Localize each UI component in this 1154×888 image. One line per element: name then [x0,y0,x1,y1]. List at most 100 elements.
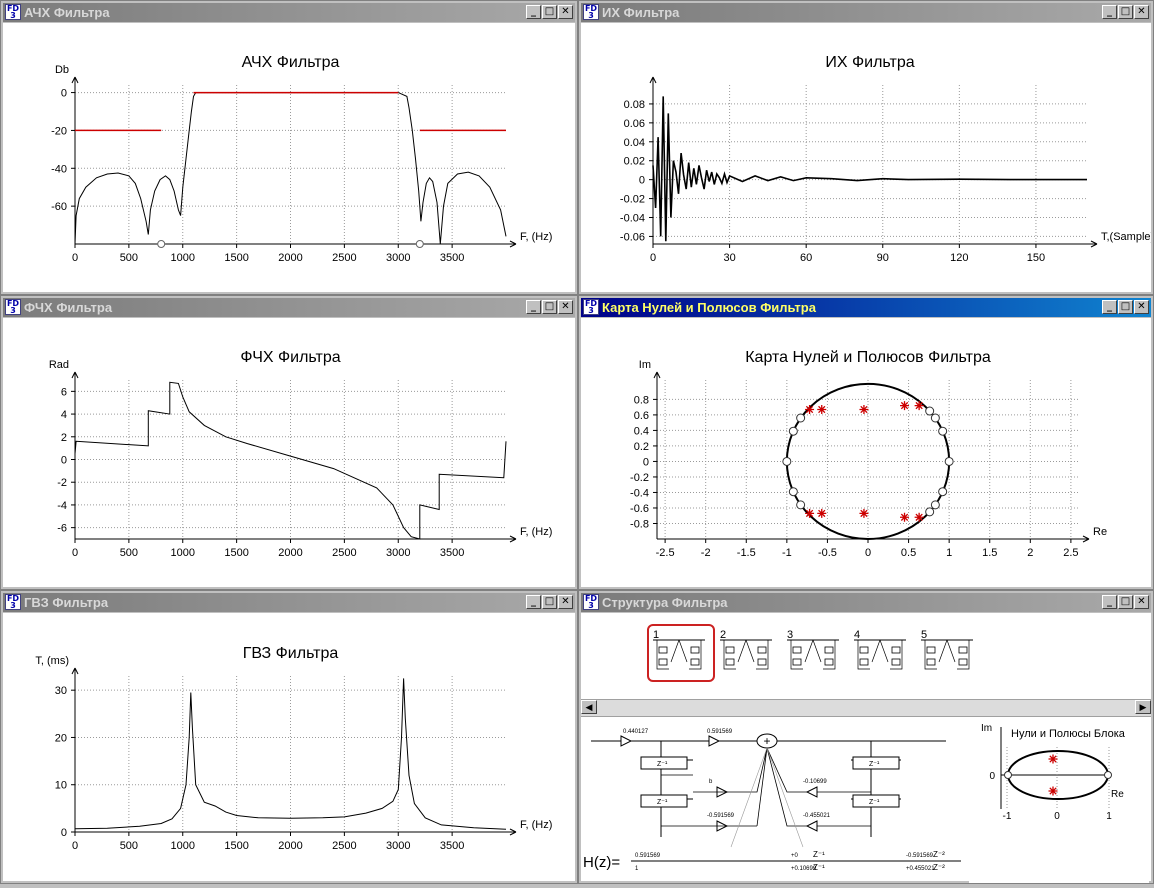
app-icon[interactable]: FD 3 [5,594,21,610]
close-icon[interactable]: ✕ [1134,595,1149,609]
x-tick-label: -2.5 [656,547,675,559]
minimize-icon[interactable]: _ [526,300,541,314]
x-tick-label: 3500 [440,252,464,264]
pole-marker [900,401,910,411]
block-detail: +0.440127 0.591569 Z⁻¹ Z⁻¹ b -0.591569 Z⁻¹ Z⁻¹ -… [581,717,1151,883]
band-edge-marker [415,240,424,248]
window-structure[interactable]: FD 3 Структура Фильтра _ □ ✕ 1 2 3 4 5 ◀ ▶ +0.4… [578,590,1154,884]
maximize-icon[interactable]: □ [1118,300,1133,314]
titlebar[interactable]: FD 3 Структура Фильтра _ □ ✕ [581,593,1151,612]
app-icon[interactable]: FD 3 [583,594,599,610]
close-icon[interactable]: ✕ [558,300,573,314]
zero-marker [930,500,940,510]
x-tick-label: 120 [950,252,968,264]
app-icon[interactable]: FD 3 [583,4,599,20]
pole-marker [817,404,827,414]
delay-label: Z⁻¹ [869,799,880,806]
x-axis-arrow [509,240,517,248]
y-tick-label: -0.8 [630,518,649,530]
x-tick-label: 1 [946,547,952,559]
gvz-chart: ГВЗ Фильтра 0 500 1000 1500 2000 2500 3000 3500 3… [35,645,552,852]
zero-marker [1004,771,1012,779]
titlebar[interactable]: FD 3 Карта Нулей и Полюсов Фильтра _ □ ✕ [581,298,1151,317]
delay-block [757,646,767,654]
window-gvz[interactable]: FD 3 ГВЗ Фильтра _ □ ✕ ГВЗ Фильтра 0 500 1000 1… [0,590,578,884]
horizontal-scrollbar[interactable]: ◀ ▶ [581,699,1151,717]
chart-area: ИХ Фильтра 0 30 60 90 120 150 0.08 0.06 0.04 0.02 0… [581,23,1154,292]
close-icon[interactable]: ✕ [558,595,573,609]
maximize-icon[interactable]: □ [1118,5,1133,19]
y-tick-label: 0.6 [634,410,649,422]
app-icon[interactable]: FD 3 [583,299,599,315]
titlebar[interactable]: FD 3 ГВЗ Фильтра _ □ ✕ [3,593,575,612]
x-axis-label: F, (Hz) [520,231,552,243]
x-tick-label: 0 [72,840,78,852]
titlebar[interactable]: FD 3 ИХ Фильтра _ □ ✕ [581,3,1151,22]
y-tick-label: 0.02 [624,156,645,168]
app-icon[interactable]: FD 3 [5,4,21,20]
y-tick-label: 6 [61,386,67,398]
pole-marker [1048,754,1058,764]
x-tick-label: 1000 [171,547,195,559]
block-number: 2 [720,629,726,641]
formula-coeff: -0.591569 [906,853,934,859]
minimize-icon[interactable]: _ [1102,5,1117,19]
window-fch[interactable]: FD 3 ФЧХ Фильтра _ □ ✕ ФЧХ Фильтра 0 500 1000 1… [0,295,578,590]
maximize-icon[interactable]: □ [542,5,557,19]
x-axis-arrow [509,535,517,543]
y-tick-label: -60 [51,201,67,213]
coeff-label: 0.591569 [707,729,733,735]
zero-marker [782,456,792,466]
minimize-icon[interactable]: _ [1102,595,1117,609]
window-ih[interactable]: FD 3 ИХ Фильтра _ □ ✕ ИХ Фильтра 0 30 60 90 120 1… [578,0,1154,295]
titlebar[interactable]: FD 3 АЧХ Фильтра _ □ ✕ [3,3,575,22]
window-zero-pole-map[interactable]: FD 3 Карта Нулей и Полюсов Фильтра _ □ ✕ Ка… [578,295,1154,590]
close-icon[interactable]: ✕ [1134,300,1149,314]
x-tick-label: 500 [120,252,138,264]
minimize-icon[interactable]: _ [526,5,541,19]
minimize-icon[interactable]: _ [526,595,541,609]
delay-label: Z⁻¹ [657,761,668,768]
maximize-icon[interactable]: □ [542,300,557,314]
y-tick-label: 0 [61,455,67,467]
window-ach[interactable]: FD 3 АЧХ Фильтра _ □ ✕ АЧХ Фильтра 0 500 1000 1… [0,0,578,295]
pole-marker [914,512,924,522]
pole-marker [914,401,924,411]
close-icon[interactable]: ✕ [558,5,573,19]
x-tick-label: 0 [72,547,78,559]
coeff-label: -0.10699 [803,779,827,785]
x-tick-label: 500 [120,840,138,852]
x-tick-label: 1500 [224,547,248,559]
y-tick-label: -20 [51,125,67,137]
app-icon[interactable]: FD 3 [5,299,21,315]
zero-marker [1104,771,1112,779]
coeff-label: 0.440127 [623,729,649,735]
scroll-left-icon[interactable]: ◀ [581,700,597,714]
titlebar[interactable]: FD 3 ФЧХ Фильтра _ □ ✕ [3,298,575,317]
chart-area: Карта Нулей и Полюсов Фильтра -2.5 -2 -1.5 -… [581,318,1151,587]
x-tick-label: 60 [800,252,812,264]
x-tick-label: 3500 [440,547,464,559]
x-tick-label: 3000 [386,252,410,264]
x-axis-arrow [509,828,517,836]
y-tick-label: 0.2 [634,441,649,453]
structure-client: 1 2 3 4 5 ◀ ▶ +0.440127 0.591569 Z⁻¹ Z⁻¹ b -0.591… [581,613,1151,883]
scroll-right-icon[interactable]: ▶ [1135,700,1151,714]
coeff-label: b [709,779,713,785]
formula-coeff: 1 [635,866,639,872]
signal-line [851,741,901,837]
x-tick-label: 2500 [332,547,356,559]
y-tick-label: 30 [55,685,67,697]
close-icon[interactable]: ✕ [1134,5,1149,19]
maximize-icon[interactable]: □ [542,595,557,609]
delay-block [926,646,936,654]
y-tick-label: 0 [61,88,67,100]
window-title: Структура Фильтра [602,595,728,610]
x-tick-label: 0 [1054,811,1060,822]
minimize-icon[interactable]: _ [1102,300,1117,314]
maximize-icon[interactable]: □ [1118,595,1133,609]
chart-area: ФЧХ Фильтра 0 500 1000 1500 2000 2500 3000 3500 6… [3,318,575,587]
y-tick-label: 0 [639,175,645,187]
zero-marker [925,507,935,517]
magnitude-curve [74,92,507,245]
